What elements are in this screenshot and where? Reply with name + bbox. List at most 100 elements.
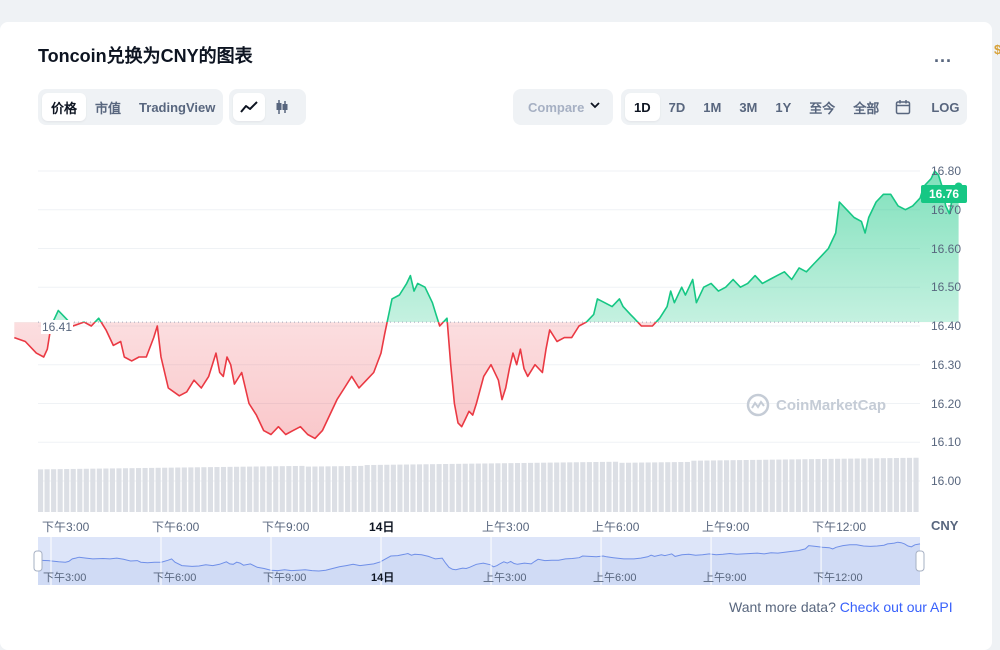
volume-bar <box>103 468 109 512</box>
volume-bar <box>253 466 259 512</box>
line-chart-icon[interactable] <box>233 93 265 121</box>
tab-7d[interactable]: 7D <box>668 99 686 115</box>
volume-bar <box>475 463 481 512</box>
volume-bar <box>469 463 475 512</box>
volume-bar <box>44 469 50 512</box>
api-text: Want more data? <box>729 599 836 615</box>
volume-bar <box>220 466 227 512</box>
volume-bar <box>266 466 272 512</box>
volume-bar <box>710 460 717 512</box>
volume-bar <box>521 462 527 512</box>
volume-bar <box>619 462 625 512</box>
volume-bar <box>332 466 338 512</box>
area-down <box>14 322 959 439</box>
volume-bar <box>64 469 70 512</box>
volume-bar <box>560 462 566 512</box>
volume-bar <box>364 465 370 512</box>
calendar-icon[interactable] <box>888 93 918 121</box>
watermark-text: CoinMarketCap <box>776 396 887 414</box>
navigator-handle <box>33 550 43 572</box>
volume-bar <box>390 464 396 512</box>
chevron-down-icon <box>589 99 601 114</box>
tab-1y[interactable]: 1Y <box>775 99 792 115</box>
chart-title: Toncoin兑换为CNY的图表 <box>38 46 253 66</box>
view-tab-group: 价格 市值 TradingView <box>38 89 223 125</box>
volume-bar <box>906 457 913 512</box>
y-tick-label: 16.70 <box>931 202 962 217</box>
x-tick-label: 下午12:00 <box>812 520 867 534</box>
current-price-tag: 16.76 <box>921 185 967 203</box>
volume-bar <box>312 466 318 512</box>
y-tick-label: 16.30 <box>931 357 962 372</box>
volume-bar <box>645 462 651 512</box>
x-tick-label: 下午6:00 <box>152 520 200 534</box>
volume-bar <box>338 466 344 512</box>
volume-bar <box>835 458 841 512</box>
volume-bar <box>593 462 599 512</box>
navigator-area <box>38 542 920 585</box>
volume-bar <box>410 464 416 512</box>
volume-bar <box>815 459 821 512</box>
coinmarketcap-logo-icon <box>746 393 770 417</box>
range-navigator[interactable] <box>33 537 925 585</box>
volume-bar <box>776 459 782 512</box>
navigator-line <box>37 541 921 572</box>
volume-bar <box>430 464 436 512</box>
volume-bar <box>345 466 351 512</box>
volume-bar <box>397 464 403 512</box>
y-tick-label: 16.60 <box>931 241 962 256</box>
volume-bar <box>325 466 331 512</box>
volume-bar <box>423 464 429 512</box>
volume-bar <box>841 458 847 512</box>
volume-bar <box>142 467 148 512</box>
volume-bar <box>90 468 96 512</box>
volume-bar <box>273 466 279 512</box>
tab-all[interactable]: 全部 <box>853 100 880 116</box>
candlestick-icon[interactable] <box>265 93 299 121</box>
tab-3m[interactable]: 3M <box>739 99 758 115</box>
volume-bar <box>900 457 906 512</box>
volume-bar <box>730 460 736 512</box>
volume-bar <box>299 465 305 512</box>
volume-bar <box>769 459 775 512</box>
volume-bar <box>462 463 468 512</box>
api-promo: Want more data? Check out our API <box>729 599 953 615</box>
volume-bar <box>913 457 919 512</box>
volume-bar <box>403 464 409 512</box>
volume-bar <box>188 467 194 512</box>
volume-bar <box>580 462 586 512</box>
tab-tradingview[interactable]: TradingView <box>139 99 216 115</box>
volume-bar <box>808 459 815 512</box>
x-tick-label: 下午9:00 <box>262 520 310 534</box>
volume-bar <box>155 467 161 512</box>
volume-bar <box>416 464 423 512</box>
tab-ytd[interactable]: 至今 <box>809 100 836 116</box>
volume-bar <box>795 459 801 512</box>
compare-dropdown[interactable]: Compare <box>513 89 613 125</box>
volume-bar <box>737 460 743 512</box>
volume-bar <box>443 463 449 512</box>
tab-market-cap[interactable]: 市值 <box>95 100 122 116</box>
tab-price[interactable]: 价格 <box>42 93 87 121</box>
log-scale-toggle[interactable]: LOG <box>931 99 960 115</box>
volume-bar <box>704 460 710 512</box>
volume-bar <box>436 464 442 512</box>
tab-1d[interactable]: 1D <box>625 93 660 121</box>
volume-bar <box>612 461 619 512</box>
api-link[interactable]: Check out our API <box>839 599 953 615</box>
volume-bar <box>586 462 592 512</box>
volume-bar <box>77 468 83 512</box>
tab-1m[interactable]: 1M <box>703 99 722 115</box>
volume-bar <box>789 459 795 512</box>
volume-bar <box>697 460 703 512</box>
more-options-button[interactable]: ... <box>934 46 953 66</box>
navigator-tick-label: 上午9:00 <box>703 572 747 584</box>
volume-bars <box>38 457 919 512</box>
y-tick-label: 16.20 <box>931 396 962 411</box>
x-tick-label: 下午3:00 <box>42 520 90 534</box>
compare-label: Compare <box>528 99 585 115</box>
volume-bar <box>247 466 253 512</box>
area-up <box>14 171 959 323</box>
volume-bar <box>652 462 658 512</box>
volume-bar <box>384 464 390 512</box>
